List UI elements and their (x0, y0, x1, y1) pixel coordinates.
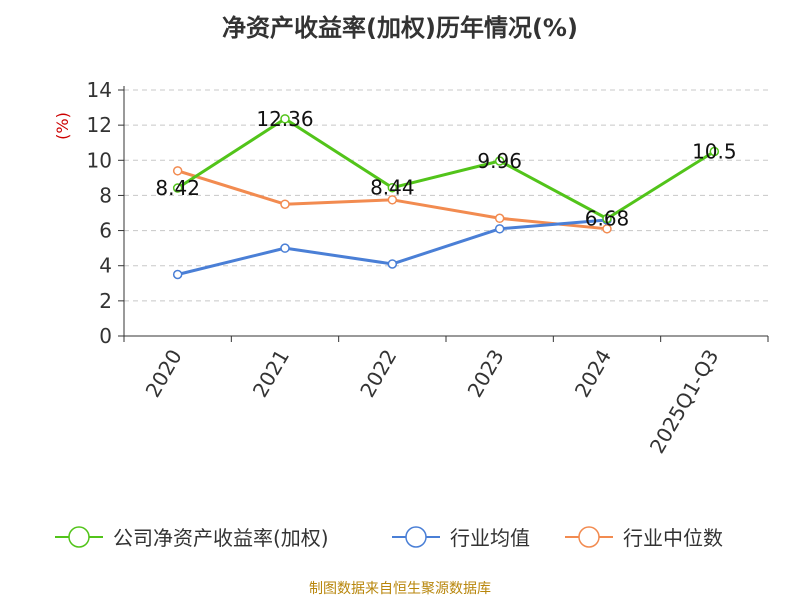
data-label: 10.5 (692, 140, 737, 164)
data-point (387, 182, 398, 193)
data-point (494, 213, 505, 224)
y-tick-label: 4 (99, 254, 112, 278)
data-point (172, 269, 183, 280)
x-tick-label: 2025Q1-Q3 (645, 345, 724, 457)
data-point (494, 156, 505, 166)
x-tick-label: 2024 (570, 345, 616, 401)
data-point (280, 114, 290, 124)
data-point (602, 224, 612, 234)
data-point (387, 195, 398, 205)
data-point (280, 199, 290, 209)
data-point (387, 259, 398, 269)
y-axis-label: (%) (53, 112, 72, 140)
x-tick-label: 2020 (141, 345, 187, 401)
y-tick-label: 2 (99, 289, 112, 313)
legend-marker (405, 526, 427, 548)
data-label: 9.96 (477, 149, 522, 173)
data-label: 6.68 (585, 207, 630, 231)
data-point (280, 243, 290, 253)
y-tick-label: 8 (99, 183, 112, 207)
y-tick-label: 14 (87, 78, 112, 102)
data-point (494, 224, 505, 234)
y-tick-label: 0 (99, 324, 112, 348)
x-tick-label: 2022 (355, 345, 401, 401)
y-tick-label: 10 (87, 148, 112, 172)
data-point (172, 183, 183, 193)
legend-marker (68, 526, 90, 548)
legend-label: 行业中位数 (623, 526, 723, 550)
x-tick-label: 2023 (463, 345, 509, 401)
data-label: 8.42 (155, 176, 200, 200)
x-tick-label: 2021 (248, 345, 294, 401)
y-tick-label: 12 (87, 113, 112, 137)
data-point (602, 213, 612, 224)
data-label: 8.44 (370, 176, 415, 200)
source-note: 制图数据来自恒生聚源数据库 (309, 581, 491, 597)
data-point (172, 166, 183, 176)
chart-title: 净资产收益率(加权)历年情况(%) (222, 14, 578, 42)
data-label: 12.36 (256, 107, 313, 131)
legend-marker (578, 526, 600, 548)
series-line (176, 117, 716, 221)
legend-label: 行业均值 (450, 526, 530, 550)
legend-label: 公司净资产收益率(加权) (113, 526, 329, 550)
y-tick-label: 6 (99, 219, 112, 243)
data-point (709, 146, 720, 157)
